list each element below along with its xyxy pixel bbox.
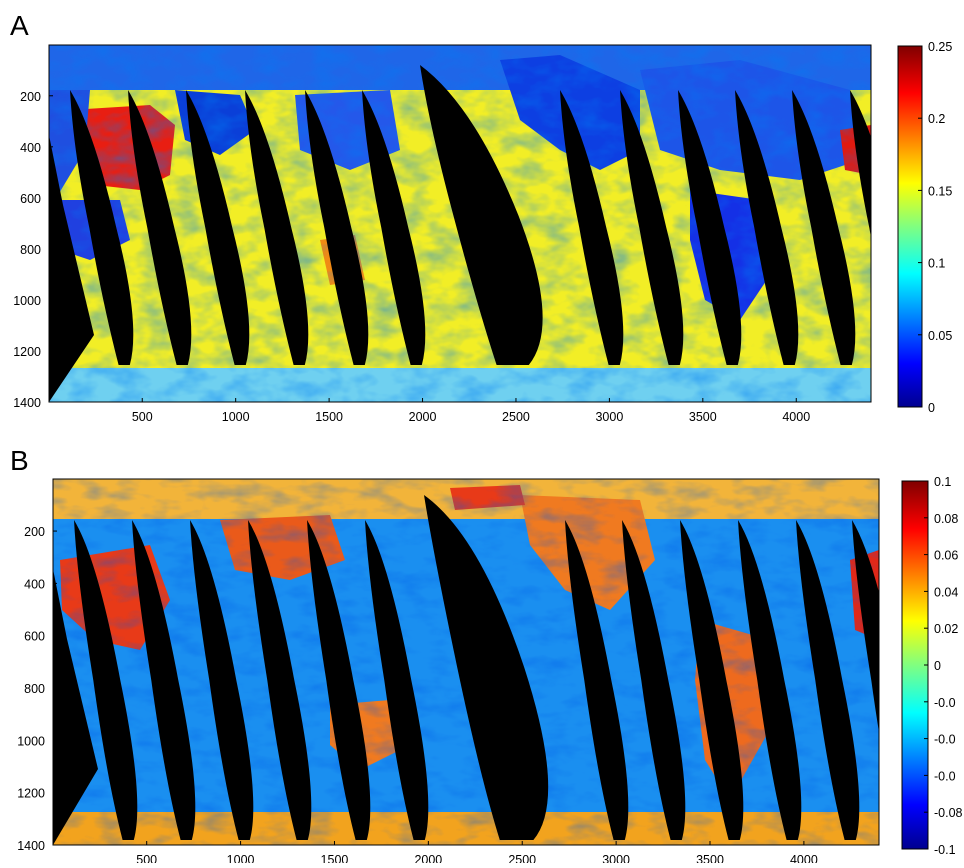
colorbar-tick-label: -0.08	[934, 806, 963, 820]
panel-b: B 200 400 600 800 1000 1200 1400 500 1000 1500 20…	[10, 445, 963, 867]
x-tick-label: 1500	[315, 410, 343, 424]
colorbar-tick-label: 0.02	[934, 622, 958, 636]
x-tick-label: 4000	[790, 853, 818, 863]
y-tick-label: 400	[24, 577, 45, 591]
swath-gap	[128, 90, 192, 365]
colorbar-tick-label: 0.2	[928, 112, 945, 126]
swath-gap	[735, 90, 799, 365]
colorbar-tick-label: 0.1	[934, 475, 951, 489]
x-tick-label: 3500	[689, 410, 717, 424]
map-a-y-axis: 200 400 600 800 1000 1200 1400	[13, 90, 53, 410]
swath-gap	[792, 90, 856, 365]
map-b	[53, 479, 879, 845]
colorbar-tick-label: 0	[928, 401, 935, 415]
swath-gap	[190, 520, 254, 840]
swath-gap	[305, 90, 369, 365]
swath-gap	[852, 520, 879, 733]
panel-b-label: B	[10, 445, 29, 476]
y-tick-label: 1200	[17, 787, 45, 801]
swath-gap	[680, 520, 744, 840]
swath-gap	[560, 90, 624, 365]
colorbar-tick-label: 0.25	[928, 40, 952, 54]
colorbar-tick-label: 0.04	[934, 585, 958, 599]
colorbar-tick-label: -0.0	[934, 769, 956, 783]
y-tick-label: 600	[24, 630, 45, 644]
map-a	[49, 45, 871, 402]
swath-gap	[424, 495, 549, 840]
y-tick-label: 1200	[13, 345, 41, 359]
swath-gap	[248, 520, 312, 840]
colorbar-tick-label: -0.0	[934, 696, 956, 710]
panel-a: A 200 400 600 800 1000 1200 1400 500 1000 1500 20…	[10, 10, 952, 424]
x-tick-label: 4000	[782, 410, 810, 424]
x-tick-label: 2000	[414, 853, 442, 863]
swath-gap	[420, 65, 543, 365]
swath-gap	[620, 90, 684, 365]
x-tick-label: 3000	[595, 410, 623, 424]
x-tick-label: 2500	[502, 410, 530, 424]
panel-a-label: A	[10, 10, 29, 41]
map-a-x-axis: 500 1000 1500 2000 2500 3000 3500 4000	[132, 398, 810, 424]
swath-gap	[70, 90, 134, 365]
y-tick-label: 200	[24, 525, 45, 539]
x-tick-label: 2500	[508, 853, 536, 863]
y-tick-label: 600	[20, 192, 41, 206]
colorbar-a-ticks: 0 0.05 0.1 0.15 0.2 0.25	[918, 40, 952, 415]
swath-gap	[678, 90, 742, 365]
y-tick-label: 800	[20, 243, 41, 257]
x-tick-label: 500	[132, 410, 153, 424]
y-tick-label: 1400	[17, 839, 45, 853]
y-tick-label: 800	[24, 682, 45, 696]
y-tick-label: 1000	[17, 734, 45, 748]
swath-gap	[738, 520, 802, 840]
x-tick-label: 1500	[321, 853, 349, 863]
map-a-frame	[48, 44, 872, 403]
swath-gap	[186, 90, 250, 365]
swath-gap-edge	[53, 569, 98, 845]
colorbar-tick-label: -0.1	[934, 843, 956, 857]
swath-gap	[622, 520, 686, 840]
colorbar-a	[897, 45, 923, 408]
swath-gap	[565, 520, 629, 840]
swath-gap	[362, 90, 426, 365]
colorbar-b-ticks: 0.1 0.08 0.06 0.04 0.02 0 -0.0 -0.0 -0.0 -0.08 -0.…	[924, 475, 963, 857]
map-b-frame	[52, 478, 880, 846]
x-tick-label: 1000	[222, 410, 250, 424]
colorbar-tick-label: 0.08	[934, 512, 958, 526]
colorbar-tick-label: 0.15	[928, 184, 952, 198]
x-tick-label: 1000	[227, 853, 255, 863]
swath-gap	[850, 90, 871, 238]
swath-gap	[245, 90, 309, 365]
y-tick-label: 1000	[13, 294, 41, 308]
map-b-y-axis: 200 400 600 800 1000 1200 1400	[17, 525, 57, 853]
map-a-swath-gaps	[49, 65, 871, 402]
map-b-swath-gaps	[53, 495, 879, 845]
swath-gap	[365, 520, 429, 840]
colorbar-tick-label: -0.0	[934, 733, 956, 747]
colorbar-tick-label: 0.06	[934, 549, 958, 563]
x-tick-label: 3500	[696, 853, 724, 863]
y-tick-label: 400	[20, 141, 41, 155]
swath-gap	[74, 520, 138, 840]
colorbar-tick-label: 0.05	[928, 329, 952, 343]
y-tick-label: 1400	[13, 396, 41, 410]
x-tick-label: 3000	[602, 853, 630, 863]
colorbar-tick-label: 0.1	[928, 257, 945, 271]
y-tick-label: 200	[20, 90, 41, 104]
x-tick-label: 2000	[409, 410, 437, 424]
swath-gap-edge	[49, 135, 94, 402]
colorbar-tick-label: 0	[934, 659, 941, 673]
swath-gap	[796, 520, 860, 840]
x-tick-label: 500	[136, 853, 157, 863]
swath-gap	[132, 520, 196, 840]
swath-gap	[307, 520, 371, 840]
